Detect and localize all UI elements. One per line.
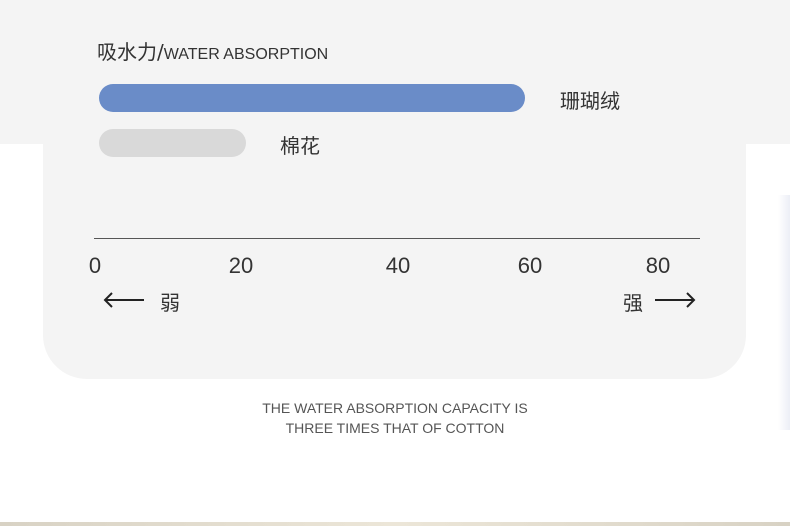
x-tick-label: 60 — [517, 253, 543, 278]
arrow-left-icon — [103, 292, 144, 308]
x-tick-label: 40 — [385, 253, 411, 278]
arrow-right-icon — [655, 292, 696, 308]
bottom-divider — [0, 522, 790, 526]
bar-coral-fleece — [99, 84, 525, 112]
right-edge-decoration — [778, 195, 790, 430]
bar-label-cotton: 棉花 — [280, 134, 320, 158]
direction-low-label: 弱 — [160, 291, 180, 315]
caption: THE WATER ABSORPTION CAPACITY IS THREE T… — [0, 398, 790, 438]
chart-title-zh: 吸水力/ — [97, 40, 164, 64]
chart-title-en: WATER ABSORPTION — [163, 46, 329, 63]
bar-cotton — [99, 129, 246, 157]
x-tick-label: 20 — [228, 253, 254, 278]
x-tick-label: 0 — [88, 253, 102, 278]
caption-line-1: THE WATER ABSORPTION CAPACITY IS — [262, 400, 528, 416]
direction-high-label: 强 — [623, 291, 643, 315]
x-tick-label: 80 — [645, 253, 671, 278]
caption-line-2: THREE TIMES THAT OF COTTON — [285, 420, 505, 436]
bar-label-coral-fleece: 珊瑚绒 — [560, 89, 620, 113]
x-axis-line — [94, 238, 700, 239]
chart-title: 吸水力/WATER ABSORPTION — [97, 36, 328, 65]
